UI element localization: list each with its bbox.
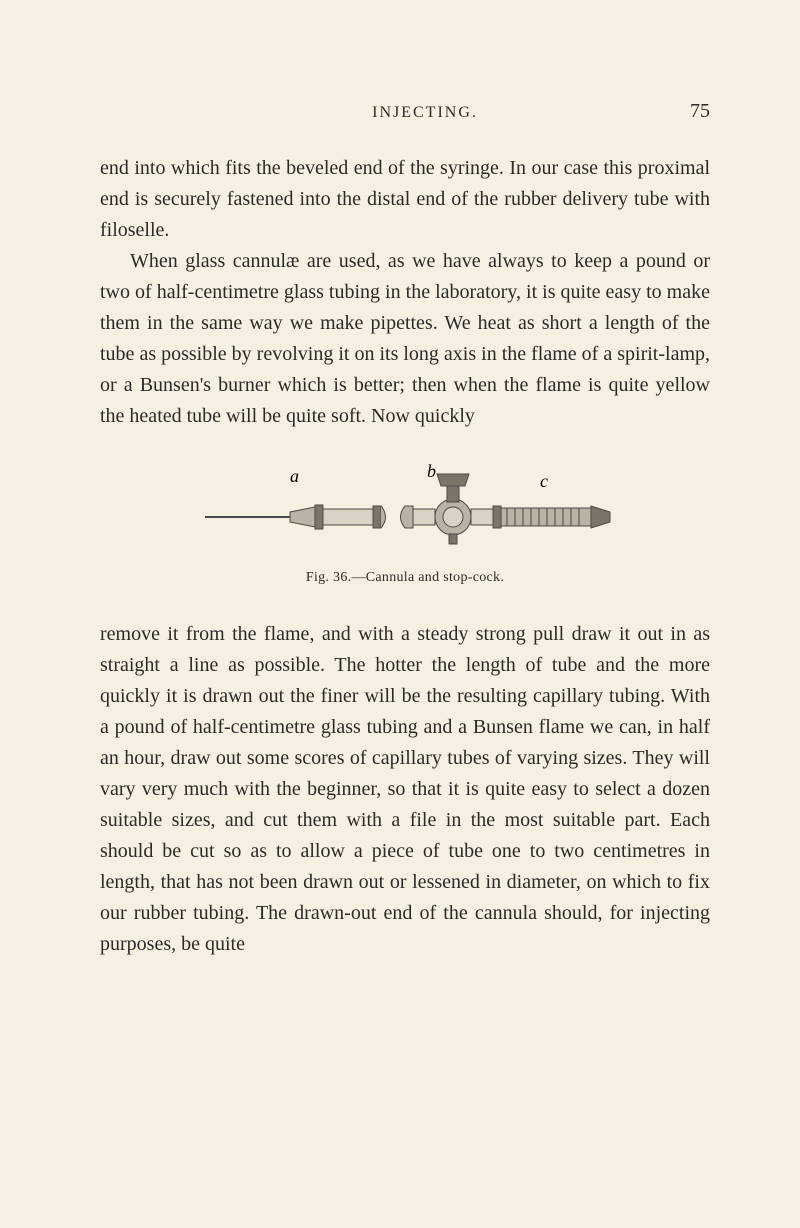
- figure-label-a: a: [290, 466, 299, 486]
- running-head: INJECTING.: [160, 104, 690, 122]
- paragraph-2: When glass cannulæ are used, as we have …: [100, 246, 710, 432]
- paragraph-1: end into which fits the beveled end of t…: [100, 153, 710, 246]
- stopcock-part: [401, 474, 611, 544]
- cannula-stopcock-illustration: a b c: [195, 462, 615, 557]
- page-header: INJECTING. 75: [100, 100, 710, 123]
- cannula-part: [205, 505, 386, 529]
- page-number: 75: [690, 100, 710, 123]
- figure-caption-text: —Cannula and stop-cock.: [351, 570, 504, 585]
- figure-caption-prefix: Fig. 36.: [306, 570, 352, 585]
- figure-label-c: c: [540, 471, 548, 491]
- page-container: INJECTING. 75 end into which fits the be…: [0, 0, 800, 1020]
- figure-36: a b c: [100, 462, 710, 589]
- paragraph-3: remove it from the flame, and with a ste…: [100, 619, 710, 960]
- figure-caption: Fig. 36.—Cannula and stop-cock.: [100, 567, 710, 589]
- figure-label-b: b: [427, 462, 436, 481]
- body-text: end into which fits the beveled end of t…: [100, 153, 710, 960]
